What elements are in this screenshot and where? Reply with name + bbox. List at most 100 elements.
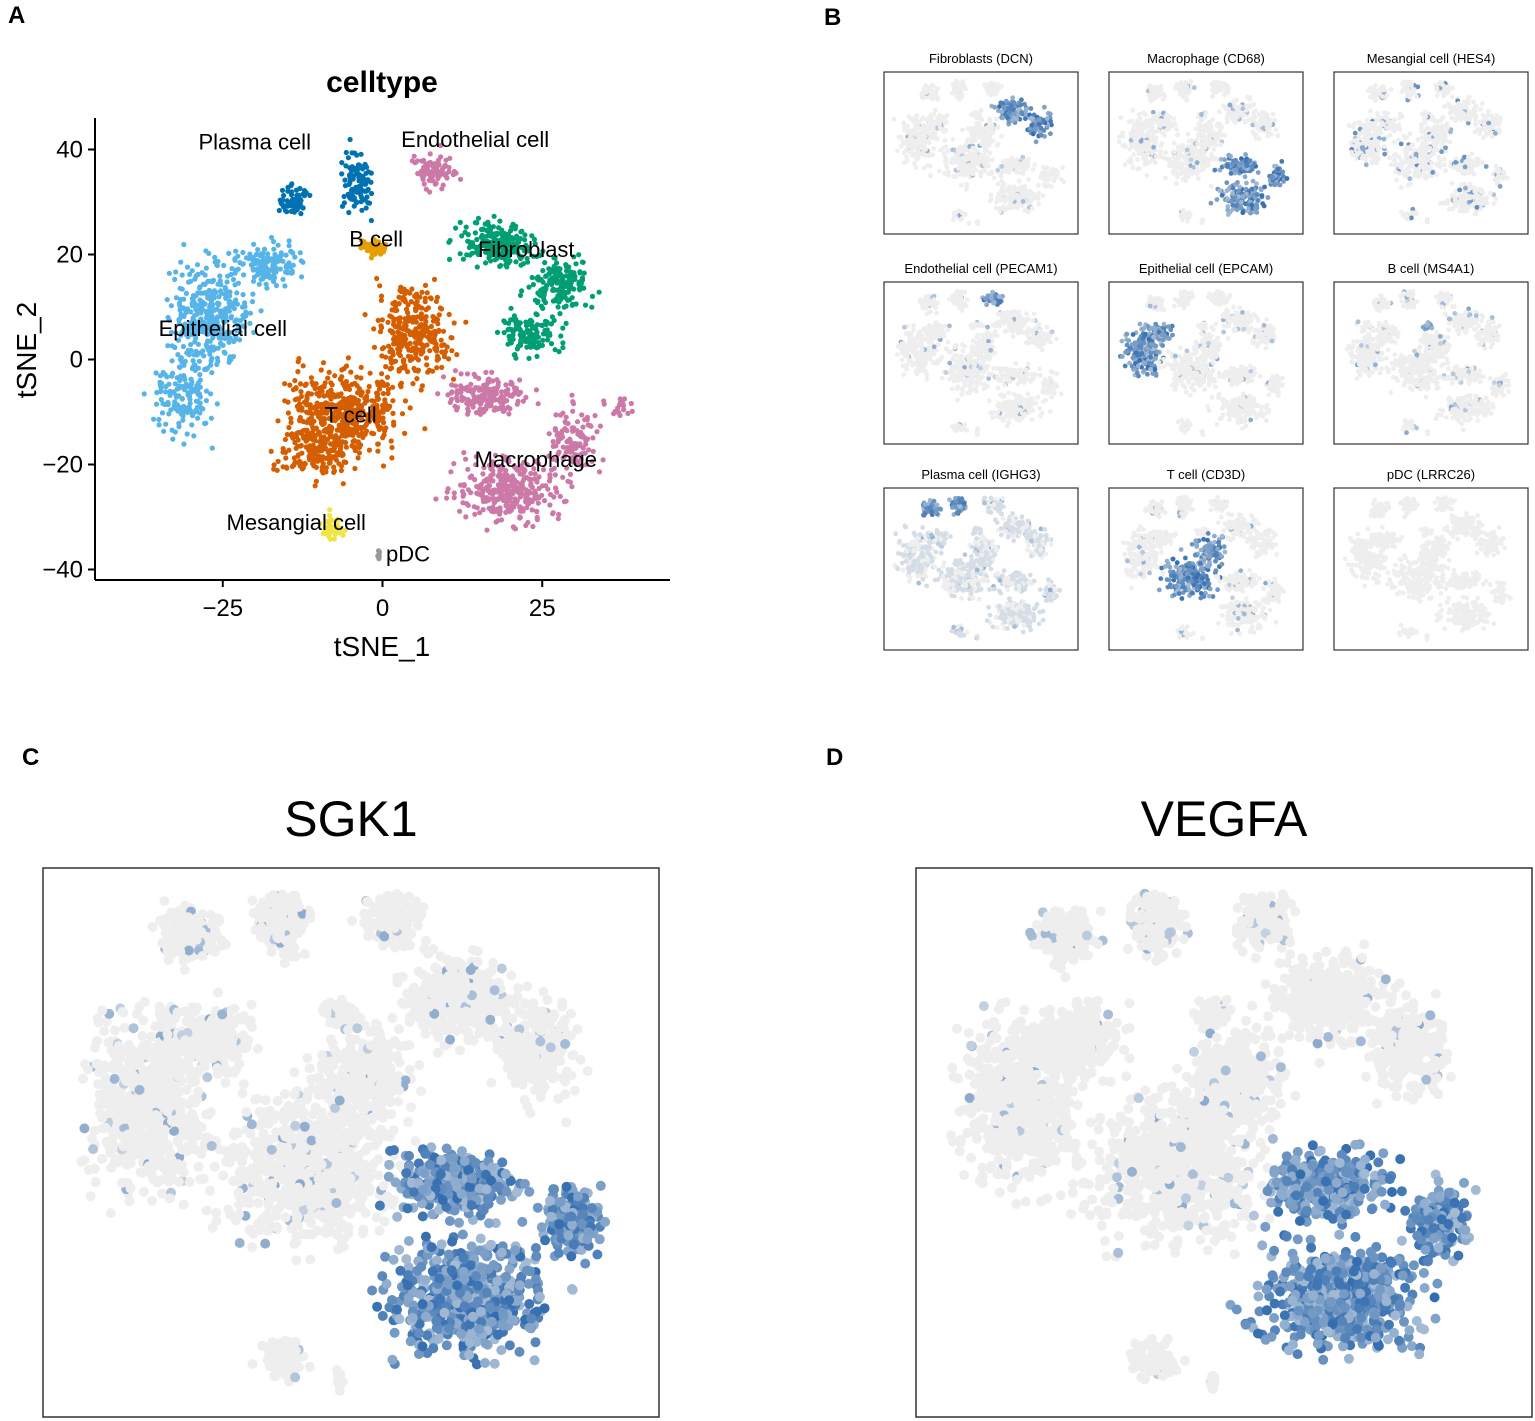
expression-point — [1227, 102, 1233, 108]
cell-point — [334, 442, 340, 448]
cell-point — [275, 458, 281, 464]
cell-point — [399, 411, 406, 417]
cell-point — [498, 478, 504, 484]
cell-point — [500, 398, 506, 404]
cell-point — [412, 293, 418, 299]
expression-point — [973, 133, 979, 139]
expression-point — [990, 138, 996, 144]
cell-point — [181, 296, 187, 302]
cell-point — [476, 485, 482, 491]
expression-point — [1018, 102, 1024, 108]
cell-point — [527, 322, 533, 328]
cell-point — [226, 359, 232, 365]
cell-point — [281, 192, 287, 199]
cell-point — [552, 278, 558, 285]
cell-point — [297, 418, 303, 424]
expression-point — [1033, 139, 1039, 145]
expression-point — [989, 157, 995, 163]
expression-point — [969, 112, 974, 118]
cell-point — [218, 282, 224, 288]
expression-point — [1141, 155, 1146, 161]
cell-point — [493, 488, 499, 494]
cell-point — [399, 365, 405, 371]
cell-point — [529, 484, 535, 490]
cell-point — [189, 268, 195, 274]
cell-point — [474, 505, 480, 511]
cell-point — [497, 218, 503, 224]
cell-point — [550, 298, 557, 304]
expression-point — [1231, 117, 1237, 123]
cell-point — [495, 379, 501, 385]
cell-point — [251, 241, 257, 247]
expression-point — [1137, 116, 1143, 121]
cell-point — [466, 244, 472, 251]
cell-point — [545, 337, 551, 343]
cell-point — [378, 425, 384, 431]
cell-point — [457, 508, 463, 514]
cell-point — [359, 207, 365, 213]
cell-point — [374, 275, 380, 282]
cell-point — [289, 181, 295, 187]
expression-point — [968, 156, 974, 162]
expression-point — [1185, 131, 1191, 137]
cell-point — [560, 340, 566, 346]
cell-point — [159, 380, 165, 386]
feature-subplot: Fibroblasts (DCN) — [883, 51, 1079, 235]
cell-point — [532, 494, 538, 500]
cell-point — [193, 273, 199, 279]
expression-point — [1116, 139, 1122, 145]
expression-point — [995, 181, 1001, 187]
cell-point — [472, 477, 478, 483]
expression-point — [898, 134, 904, 140]
cell-point — [203, 265, 209, 271]
cluster-label: Mesangial cell — [227, 510, 366, 535]
expression-point — [982, 162, 987, 168]
cell-point — [166, 381, 172, 387]
expression-point — [1248, 103, 1254, 109]
expression-point — [1178, 152, 1184, 158]
cell-point — [295, 369, 301, 375]
cell-point — [226, 250, 232, 256]
cell-point — [191, 433, 197, 439]
cell-point — [395, 316, 401, 322]
cell-point — [419, 322, 425, 328]
cell-point — [594, 429, 600, 435]
expression-point — [992, 104, 998, 110]
expression-point — [1045, 177, 1051, 183]
cell-point — [201, 353, 207, 359]
cell-point — [261, 259, 267, 265]
cell-point — [304, 397, 310, 403]
expression-point — [1156, 92, 1162, 97]
cell-point — [215, 300, 221, 306]
cell-point — [548, 341, 555, 347]
expression-point — [1191, 85, 1197, 90]
expression-point — [1121, 142, 1127, 148]
cell-point — [476, 385, 482, 391]
cell-point — [434, 365, 440, 371]
cell-point — [429, 168, 435, 175]
cell-point — [270, 261, 276, 267]
cell-point — [297, 185, 303, 192]
cell-point — [519, 505, 525, 512]
expression-point — [932, 132, 938, 137]
cell-point — [169, 343, 175, 349]
cluster-label: Plasma cell — [198, 130, 310, 155]
cell-point — [482, 387, 488, 393]
cell-point — [579, 259, 586, 265]
cell-point — [430, 314, 436, 320]
expression-point — [1035, 182, 1041, 188]
expression-point — [963, 186, 969, 192]
expression-point — [891, 116, 897, 122]
cell-point — [457, 176, 464, 182]
cell-point — [172, 276, 178, 282]
expression-point — [1149, 149, 1155, 155]
cell-point — [194, 262, 201, 268]
cell-point — [379, 407, 385, 413]
cell-point — [180, 417, 186, 423]
expression-point — [1136, 151, 1142, 156]
cell-point — [596, 469, 603, 475]
expression-point — [1127, 146, 1133, 152]
cell-point — [339, 203, 346, 209]
cell-point — [404, 344, 410, 350]
